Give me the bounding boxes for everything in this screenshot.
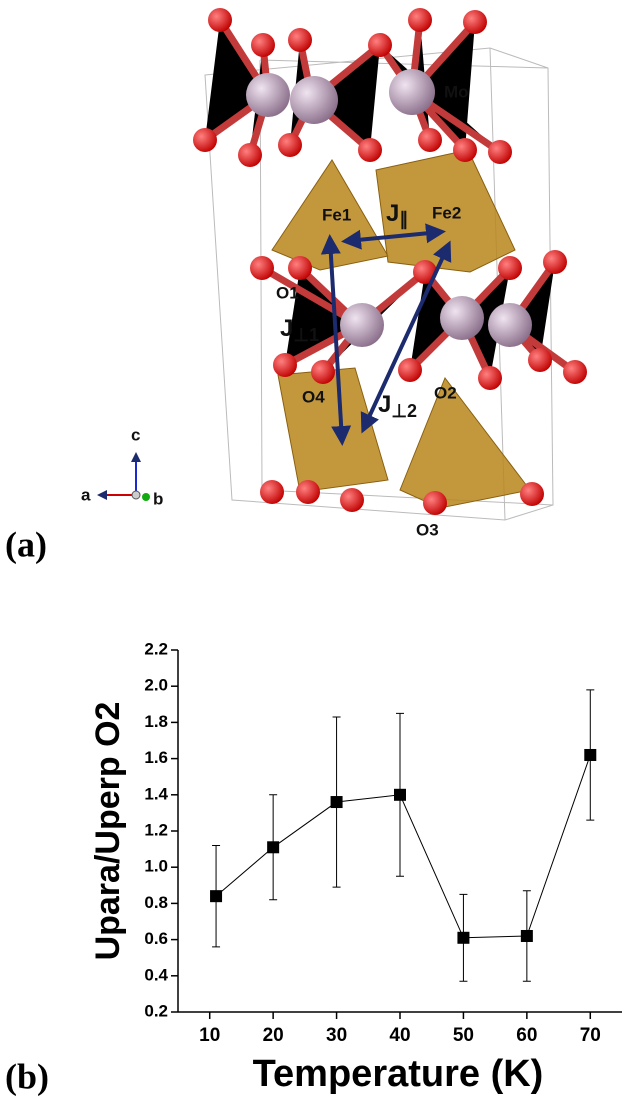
x-tick-label: 40 — [389, 1025, 410, 1046]
data-point — [267, 841, 280, 854]
coupling-label: J⊥2 — [378, 391, 417, 420]
data-point — [210, 890, 223, 903]
coupling-sub: ⊥2 — [391, 401, 417, 421]
x-axis-title: Temperature (K) — [253, 1053, 544, 1095]
data-point — [330, 796, 343, 809]
y-tick-label: 2.2 — [144, 639, 168, 658]
atom-label: O2 — [434, 383, 457, 402]
axis-indicator: a b c — [81, 425, 163, 508]
o-atoms — [193, 8, 587, 515]
y-tick-label: 0.4 — [144, 965, 168, 984]
atom-label: Fe1 — [322, 205, 351, 224]
y-axis-title: Upara/Uperp O2 — [89, 702, 127, 961]
y-tick-label: 0.6 — [144, 929, 168, 948]
x-tick-label: 70 — [580, 1025, 601, 1046]
x-tick-label: 20 — [263, 1025, 284, 1046]
coupling-sub: ⊥1 — [293, 325, 319, 345]
coupling-main: J — [378, 391, 391, 418]
panel-label: (b) — [5, 1056, 49, 1096]
panel-label: (a) — [5, 524, 47, 564]
y-tick-label: 1.8 — [144, 712, 168, 731]
y-tick-label: 1.6 — [144, 748, 168, 767]
x-tick-label: 60 — [516, 1025, 537, 1046]
x-tick-label: 30 — [326, 1025, 347, 1046]
axis-letter: b — [153, 489, 163, 508]
atom-label: O4 — [302, 387, 325, 406]
atom-label: Fe2 — [432, 203, 461, 222]
x-tick-label: 10 — [199, 1025, 220, 1046]
coupling-label: J⊥1 — [280, 315, 319, 344]
y-tick-label: 1.2 — [144, 820, 168, 839]
atom-label: Mo — [444, 82, 469, 101]
x-tick-label: 50 — [453, 1025, 474, 1046]
fe-tetrahedron — [277, 367, 389, 493]
coupling-sub: ∥ — [399, 209, 408, 230]
axis-letter: a — [81, 485, 91, 504]
data-point — [520, 929, 533, 942]
y-tick-label: 0.2 — [144, 1001, 168, 1020]
data-point — [457, 931, 470, 944]
coupling-main: J — [386, 200, 399, 227]
coupling-label: J∥ — [386, 200, 408, 229]
y-tick-label: 2.0 — [144, 676, 168, 695]
crystal-structure: Mo Fe1 Fe2 O1 O2 O3 O4 J∥ J⊥1 J⊥2 a b c … — [5, 8, 587, 564]
atom-label: O1 — [276, 283, 299, 302]
y-tick-label: 1.0 — [144, 857, 168, 876]
atom-label: O3 — [416, 520, 439, 539]
coupling-main: J — [280, 315, 293, 342]
y-tick-label: 0.8 — [144, 893, 168, 912]
axis-letter: c — [131, 425, 140, 444]
plot: 0.2 0.4 0.6 0.8 1.0 1.2 1.4 1.6 1.8 2.0 2.2 10 20 30 4… — [144, 639, 622, 1046]
data-point — [394, 788, 406, 801]
data-point — [584, 748, 597, 761]
y-tick-label: 1.4 — [144, 784, 168, 803]
fe-tetrahedron — [399, 376, 531, 509]
exchange-arrows — [320, 223, 452, 446]
